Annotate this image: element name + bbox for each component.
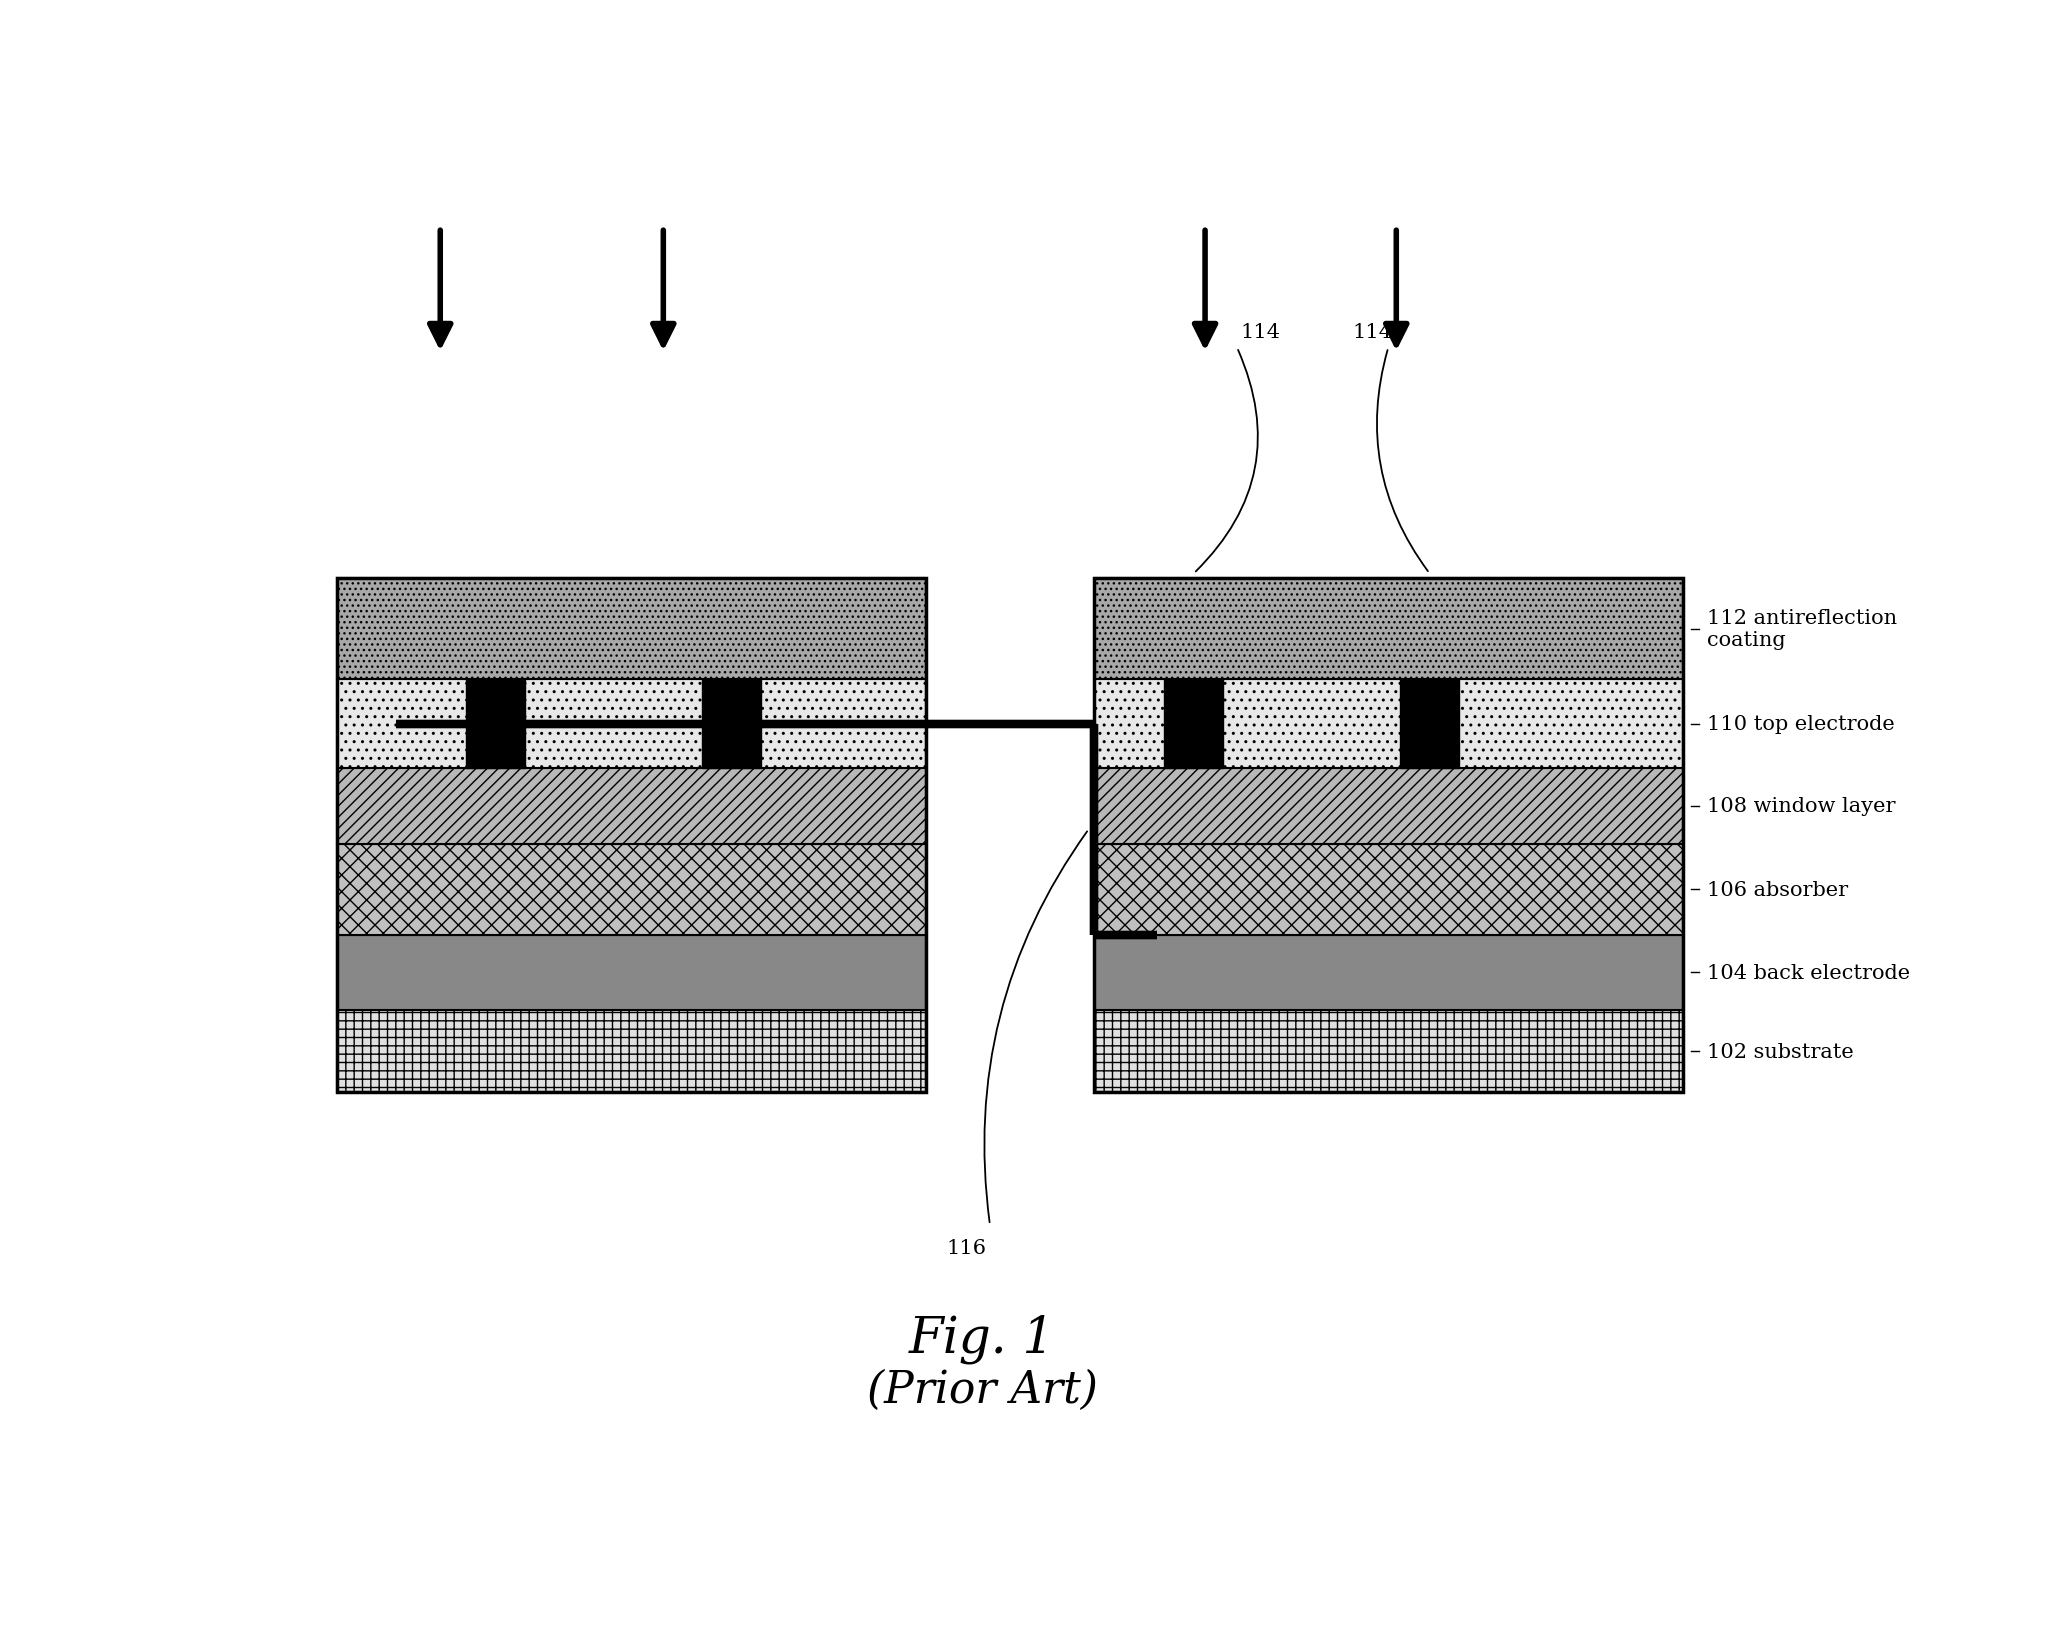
Bar: [1094, 579, 1684, 1093]
Text: (Prior Art): (Prior Art): [866, 1367, 1098, 1411]
Bar: [1094, 844, 1684, 934]
Bar: [703, 680, 761, 769]
Bar: [1094, 1011, 1684, 1093]
Bar: [1094, 680, 1684, 769]
Text: 114: 114: [1353, 323, 1392, 343]
Text: 108 window layer: 108 window layer: [1706, 797, 1896, 816]
Bar: [337, 844, 925, 934]
Text: Fig. 1: Fig. 1: [909, 1314, 1055, 1364]
Bar: [1164, 680, 1223, 769]
Bar: [337, 579, 925, 680]
Text: 110 top electrode: 110 top electrode: [1706, 715, 1896, 734]
Bar: [337, 1011, 925, 1093]
Bar: [1400, 680, 1460, 769]
Bar: [337, 680, 925, 769]
Bar: [1094, 769, 1684, 844]
Text: 104 back electrode: 104 back electrode: [1706, 964, 1910, 982]
Bar: [925, 567, 1094, 1105]
Bar: [1094, 579, 1684, 680]
Bar: [1094, 934, 1684, 1011]
Text: 112 antireflection
coating: 112 antireflection coating: [1706, 610, 1898, 651]
Text: 102 substrate: 102 substrate: [1706, 1042, 1855, 1060]
Text: 106 absorber: 106 absorber: [1706, 880, 1848, 900]
Bar: [925, 567, 1094, 1105]
Bar: [337, 934, 925, 1011]
Bar: [467, 680, 526, 769]
Text: 116: 116: [946, 1237, 987, 1257]
Bar: [337, 579, 925, 1093]
Text: 114: 114: [1242, 323, 1281, 343]
Bar: [337, 769, 925, 844]
